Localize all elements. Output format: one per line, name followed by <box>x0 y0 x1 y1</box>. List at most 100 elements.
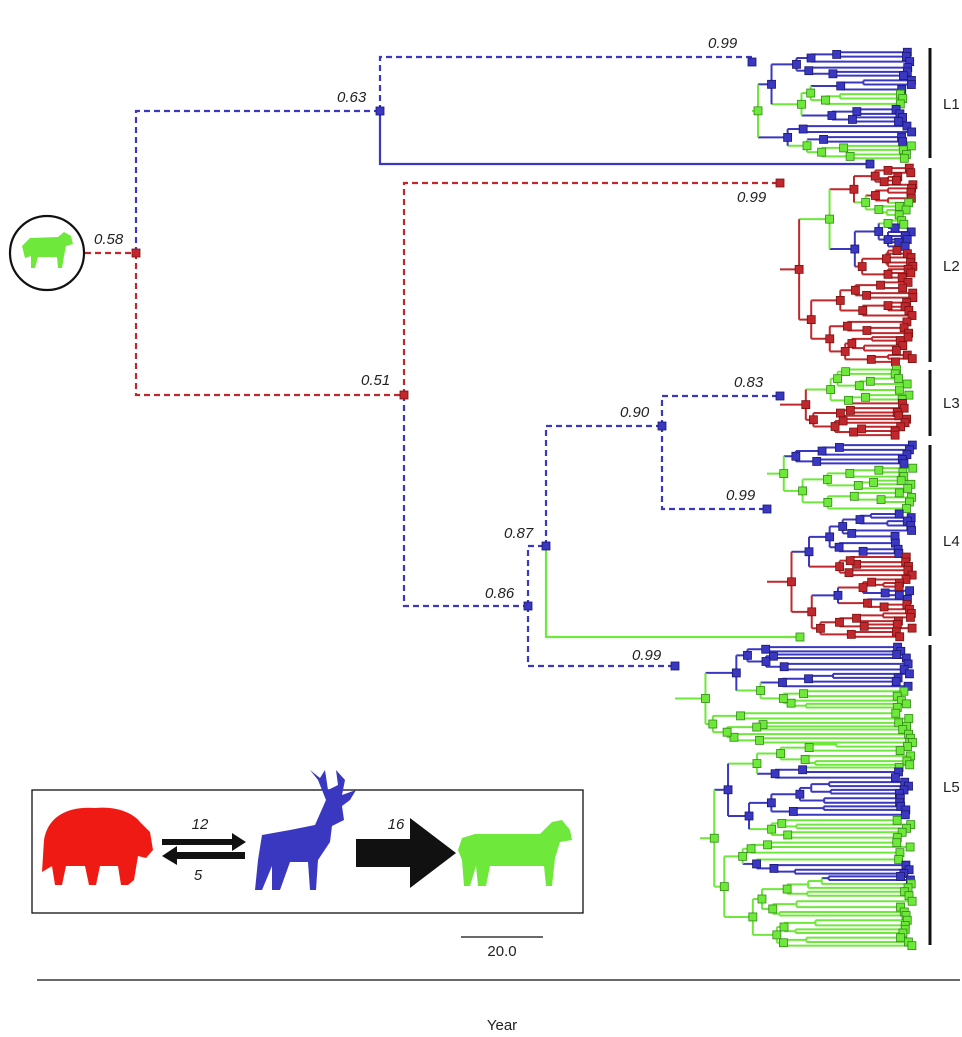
node-marker <box>894 855 904 864</box>
node-marker <box>801 400 811 410</box>
branch <box>660 426 767 511</box>
node-marker <box>859 621 869 631</box>
node-marker <box>836 81 846 91</box>
node-marker <box>906 80 916 89</box>
node-marker <box>766 798 776 808</box>
node-marker <box>849 184 859 194</box>
node-marker <box>840 347 850 356</box>
node-marker <box>823 497 833 507</box>
node-marker <box>898 137 908 147</box>
transition-count: 5 <box>194 867 203 884</box>
node-marker <box>876 495 886 505</box>
node-label: 0.99 <box>726 487 756 504</box>
node-marker <box>722 727 732 737</box>
node-marker <box>757 894 767 904</box>
node-marker <box>752 759 762 769</box>
node-marker <box>375 106 385 116</box>
node-marker <box>844 395 853 405</box>
node-marker <box>852 107 862 116</box>
node-marker <box>897 827 907 837</box>
node-marker <box>890 223 900 233</box>
node-marker <box>891 346 901 355</box>
node-marker <box>767 824 776 834</box>
node-marker <box>903 277 913 287</box>
node-marker <box>847 339 857 348</box>
node-label: 0.99 <box>737 189 767 206</box>
clade-label: L1 <box>943 96 960 113</box>
node-marker <box>869 478 878 487</box>
node-marker <box>783 830 793 840</box>
node-marker <box>858 306 868 315</box>
node-marker <box>845 405 855 415</box>
node-marker <box>807 607 817 617</box>
node-marker <box>798 486 808 496</box>
node-label: 0.99 <box>632 647 662 664</box>
node-marker <box>825 214 834 224</box>
node-marker <box>131 248 141 258</box>
node-marker <box>736 711 745 721</box>
node-label: 0.83 <box>734 374 764 391</box>
node-label: 0.63 <box>337 89 367 106</box>
node-marker <box>839 143 849 153</box>
node-marker <box>894 117 903 126</box>
node-marker <box>903 332 913 342</box>
node-marker <box>903 483 913 493</box>
node-marker <box>899 219 909 229</box>
node-markers <box>131 47 918 951</box>
node-marker <box>729 732 739 742</box>
node-marker <box>845 469 855 478</box>
node-marker <box>894 548 904 558</box>
node-marker <box>890 430 900 440</box>
node-marker <box>865 376 875 386</box>
node-marker <box>883 235 893 244</box>
node-marker <box>746 844 756 854</box>
node-marker <box>857 424 866 434</box>
clade-label: L2 <box>943 258 960 275</box>
node-marker <box>907 941 917 951</box>
node-marker <box>858 583 868 592</box>
node-marker <box>894 590 904 600</box>
node-marker <box>838 522 848 531</box>
legend: 12 5 16 <box>31 770 584 914</box>
node-marker <box>908 463 918 473</box>
node-marker <box>896 476 906 486</box>
node-marker <box>905 586 915 596</box>
node-marker <box>723 785 733 795</box>
node-marker <box>898 283 908 293</box>
node-marker <box>670 661 680 671</box>
node-marker <box>892 650 902 659</box>
node-marker <box>858 546 868 556</box>
node-marker <box>657 421 667 431</box>
node-marker <box>756 686 765 695</box>
node-marker <box>822 475 832 484</box>
node-marker <box>767 79 776 89</box>
node-marker <box>894 374 904 384</box>
branch <box>544 546 800 639</box>
node-marker <box>816 623 825 633</box>
node-marker <box>900 241 910 251</box>
node-marker <box>899 458 909 468</box>
node-marker <box>834 542 844 552</box>
node-marker <box>900 810 910 820</box>
node-marker <box>901 205 911 215</box>
node-marker <box>903 742 912 751</box>
node-marker <box>852 613 861 623</box>
node-marker <box>832 50 842 59</box>
node-marker <box>865 159 875 169</box>
node-marker <box>768 904 778 914</box>
branch <box>526 606 675 668</box>
node-labels: 0.58 0.63 0.99 0.99 0.51 0.83 0.90 0.99 … <box>94 35 767 664</box>
node-marker <box>883 218 893 228</box>
node-marker <box>804 743 814 752</box>
node-marker <box>851 285 860 295</box>
node-marker <box>874 227 884 236</box>
node-marker <box>752 859 761 869</box>
node-marker <box>906 168 916 178</box>
branch <box>402 395 528 608</box>
node-marker <box>892 815 902 825</box>
node-marker <box>701 694 710 703</box>
node-marker <box>778 678 787 687</box>
node-marker <box>731 668 741 678</box>
root-state <box>8 214 86 292</box>
node-marker <box>882 254 891 264</box>
